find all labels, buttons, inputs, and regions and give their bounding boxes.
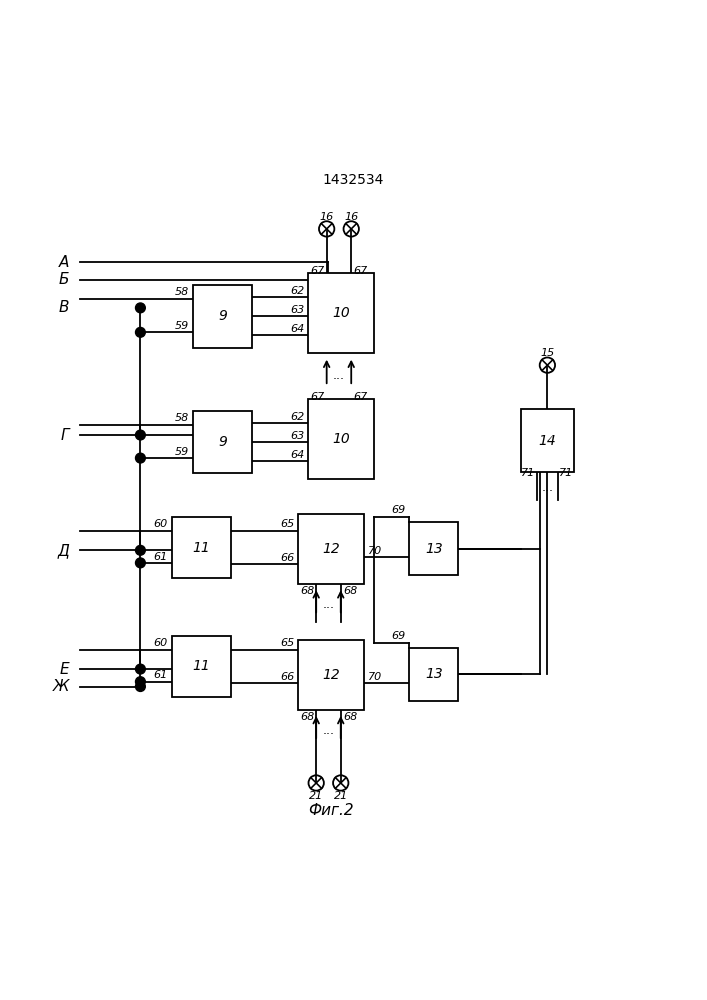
Bar (298, 514, 364, 584)
Text: 68: 68 (300, 586, 314, 596)
Text: 70: 70 (368, 546, 382, 556)
Text: 65: 65 (280, 638, 294, 648)
Text: 61: 61 (153, 552, 168, 562)
Text: 64: 64 (291, 450, 305, 460)
Bar (298, 640, 364, 710)
Bar (409, 522, 458, 575)
Bar (193, 411, 252, 473)
Text: 13: 13 (425, 542, 443, 556)
Text: 69: 69 (392, 505, 406, 515)
Bar (172, 517, 231, 578)
Text: А: А (59, 255, 69, 270)
Text: 62: 62 (291, 412, 305, 422)
Bar (521, 409, 573, 472)
Text: 10: 10 (332, 432, 350, 446)
Text: 11: 11 (193, 541, 211, 555)
Text: 59: 59 (175, 447, 189, 457)
Text: 65: 65 (280, 519, 294, 529)
Text: 58: 58 (175, 287, 189, 297)
Text: 16: 16 (344, 212, 358, 222)
Bar (409, 648, 458, 701)
Circle shape (136, 664, 146, 674)
Circle shape (136, 677, 146, 687)
Text: 71: 71 (521, 468, 535, 478)
Text: 11: 11 (193, 659, 211, 673)
Text: 68: 68 (343, 712, 357, 722)
Text: 61: 61 (153, 670, 168, 680)
Text: ...: ... (333, 369, 345, 382)
Text: 9: 9 (218, 309, 227, 323)
Text: 63: 63 (291, 305, 305, 315)
Text: Е: Е (59, 662, 69, 677)
Text: 13: 13 (425, 667, 443, 681)
Text: 21: 21 (334, 791, 348, 801)
Text: 60: 60 (153, 638, 168, 648)
Text: В: В (59, 300, 69, 315)
Text: 67: 67 (310, 266, 325, 276)
Text: 66: 66 (280, 553, 294, 563)
Text: 63: 63 (291, 431, 305, 441)
Text: 58: 58 (175, 413, 189, 423)
Circle shape (136, 545, 146, 555)
Circle shape (136, 430, 146, 440)
Text: 16: 16 (320, 212, 334, 222)
Text: 62: 62 (291, 286, 305, 296)
Bar (308, 273, 375, 353)
Text: 10: 10 (332, 306, 350, 320)
Circle shape (136, 682, 146, 691)
Text: 14: 14 (539, 434, 556, 448)
Text: Г: Г (61, 428, 69, 443)
Circle shape (136, 453, 146, 463)
Bar (308, 399, 375, 479)
Text: 67: 67 (354, 392, 368, 402)
Text: 71: 71 (559, 468, 573, 478)
Text: 59: 59 (175, 321, 189, 331)
Text: 67: 67 (354, 266, 368, 276)
Text: 64: 64 (291, 324, 305, 334)
Text: ...: ... (322, 724, 334, 737)
Text: 60: 60 (153, 519, 168, 529)
Text: 68: 68 (300, 712, 314, 722)
Text: 1432534: 1432534 (323, 173, 384, 187)
Text: 66: 66 (280, 672, 294, 682)
Text: Фиг.2: Фиг.2 (308, 803, 354, 818)
Circle shape (136, 303, 146, 313)
Text: 9: 9 (218, 435, 227, 449)
Text: 15: 15 (540, 348, 554, 358)
Bar (172, 636, 231, 697)
Text: ...: ... (322, 598, 334, 611)
Text: ...: ... (542, 481, 554, 494)
Text: 69: 69 (392, 631, 406, 641)
Text: Б: Б (59, 272, 69, 287)
Text: 70: 70 (368, 672, 382, 682)
Text: 12: 12 (322, 668, 339, 682)
Text: Ж: Ж (53, 679, 69, 694)
Text: 68: 68 (343, 586, 357, 596)
Bar (193, 285, 252, 348)
Text: 67: 67 (310, 392, 325, 402)
Text: 21: 21 (309, 791, 323, 801)
Text: Д: Д (57, 543, 69, 558)
Circle shape (136, 558, 146, 568)
Text: 12: 12 (322, 542, 339, 556)
Circle shape (136, 327, 146, 337)
